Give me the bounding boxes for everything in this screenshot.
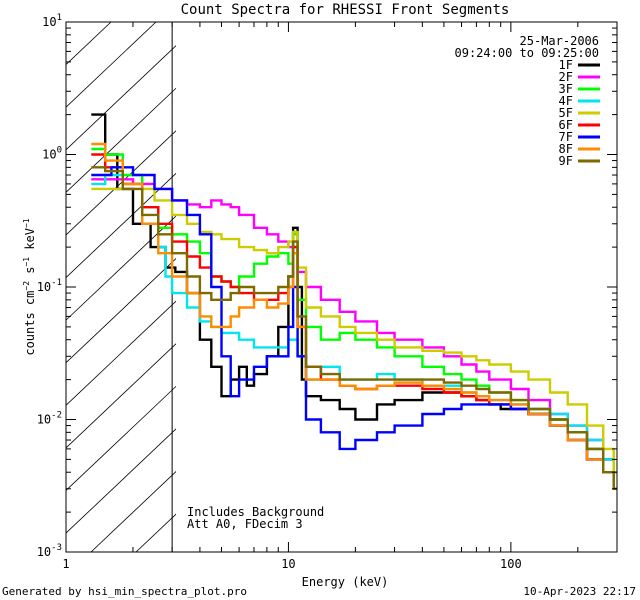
note-attenuator: Att A0, FDecim 3 <box>187 517 303 531</box>
legend-label-6F: 6F <box>559 118 573 132</box>
y-axis-label: counts cm−2 s−1 keV−1 <box>22 218 37 355</box>
x-tick-label: 10 <box>281 557 295 571</box>
x-tick-label: 1 <box>62 557 69 571</box>
hatch-line <box>66 428 176 534</box>
x-tick-labels: 1 10 100 <box>62 557 521 571</box>
axis-ticks <box>65 21 618 553</box>
hatch-line <box>66 343 176 449</box>
series-line-9F <box>91 166 617 490</box>
legend-label-2F: 2F <box>559 70 573 84</box>
hatch-line <box>66 45 176 151</box>
series-line-5F <box>91 187 617 474</box>
legend-label-5F: 5F <box>559 106 573 120</box>
legend-label-4F: 4F <box>559 94 573 108</box>
hatched-excluded-region <box>66 22 176 552</box>
timestamp-label: 10-Apr-2023 22:17 <box>523 585 636 598</box>
y-tick-label: 100 <box>42 146 62 162</box>
legend-label-9F: 9F <box>559 154 573 168</box>
series-line-1F <box>91 113 617 474</box>
y-tick-label: 10-2 <box>37 411 62 427</box>
legend-label-1F: 1F <box>559 58 573 72</box>
x-tick-label: 100 <box>500 557 522 571</box>
y-tick-labels: 101 100 10-1 10-2 10-3 <box>37 13 62 559</box>
time-range-label: 09:24:00 to 09:25:00 <box>455 46 600 60</box>
y-tick-label: 10-1 <box>37 278 62 294</box>
note-background: Includes Background <box>187 505 324 519</box>
legend-label-8F: 8F <box>559 142 573 156</box>
series-layer <box>91 22 617 552</box>
hatch-line <box>66 385 176 492</box>
y-tick-label: 101 <box>42 13 62 29</box>
legend-label-3F: 3F <box>559 82 573 96</box>
x-axis-label: Energy (keV) <box>302 575 389 589</box>
hatch-line <box>66 258 176 364</box>
y-tick-label: 10-3 <box>37 543 62 559</box>
chart-title: Count Spectra for RHESSI Front Segments <box>181 2 510 18</box>
plot-frame <box>65 21 618 553</box>
generated-by-label: Generated by hsi_min_spectra_plot.pro <box>2 585 247 598</box>
hatch-line <box>66 215 176 321</box>
hatch-line <box>66 87 176 193</box>
date-label: 25-Mar-2006 <box>520 34 599 48</box>
legend-label-7F: 7F <box>559 130 573 144</box>
